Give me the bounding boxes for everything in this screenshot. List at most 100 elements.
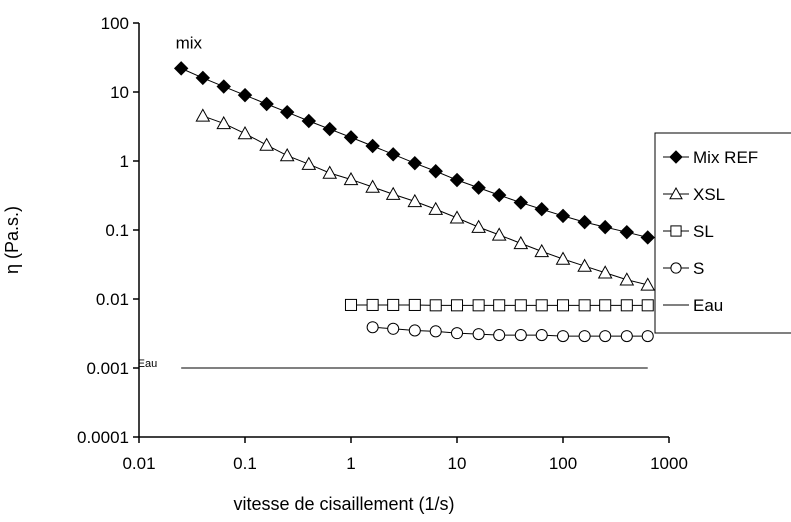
data-point-circle [599, 330, 612, 343]
x-axis-title: vitesse de cisaillement (1/s) [233, 494, 454, 514]
data-point-triangle [449, 210, 465, 224]
data-point-square [535, 299, 548, 312]
data-point-diamond [343, 130, 359, 145]
data-point-circle [670, 262, 682, 274]
data-point-triangle [195, 108, 211, 122]
legend-label: SL [693, 222, 714, 241]
data-point-diamond [322, 121, 337, 137]
data-point-diamond [216, 79, 231, 94]
data-point-square [620, 299, 633, 312]
x-tick-label: 10 [448, 454, 467, 473]
y-tick-label: 0.1 [105, 221, 129, 240]
data-point-triangle [555, 251, 571, 265]
data-point-square [408, 298, 421, 311]
x-tick-label: 0.1 [233, 454, 257, 473]
data-point-triangle [407, 193, 423, 208]
data-point-diamond [640, 230, 655, 245]
data-point-triangle [365, 179, 380, 193]
series-line [202, 115, 648, 286]
data-point-triangle [343, 171, 359, 186]
data-point-circle [620, 330, 633, 343]
data-point-triangle [216, 115, 232, 130]
y-axis-title: η (Pa.s.) [2, 206, 22, 274]
data-point-diamond [173, 61, 189, 76]
legend-item: Eau [663, 296, 723, 315]
data-point-diamond [577, 214, 592, 230]
data-point-diamond [195, 70, 211, 86]
y-tick-label: 0.001 [86, 359, 129, 378]
data-point-square [670, 225, 682, 237]
data-point-square [578, 299, 591, 312]
data-point-triangle [385, 186, 401, 200]
legend-label: XSL [693, 185, 725, 204]
data-point-square [514, 299, 527, 312]
y-tick-label: 1 [120, 152, 129, 171]
series-s [366, 321, 654, 343]
data-point-diamond [237, 87, 253, 103]
y-tick-label: 10 [110, 83, 129, 102]
x-tick-label: 100 [549, 454, 577, 473]
data-point-circle [472, 328, 485, 341]
data-point-diamond [365, 138, 380, 154]
legend-item: Mix REF [663, 148, 758, 167]
data-point-diamond [471, 180, 486, 195]
data-point-circle [408, 324, 421, 337]
data-point-triangle [471, 219, 486, 233]
data-point-square [641, 299, 654, 312]
data-point-diamond [513, 195, 529, 210]
data-point-triangle [597, 265, 613, 279]
data-point-triangle [513, 235, 529, 250]
data-point-diamond [619, 224, 635, 240]
data-point-triangle [237, 126, 253, 140]
data-point-triangle [669, 186, 683, 200]
data-point-triangle [301, 156, 317, 170]
x-tick-label: 0.01 [122, 454, 155, 473]
data-point-square [387, 298, 400, 311]
data-point-diamond [669, 150, 683, 164]
data-point-diamond [385, 147, 401, 162]
legend-label: Eau [693, 296, 723, 315]
data-point-diamond [259, 96, 274, 112]
axes: 0.0001 0.001 0.01 0.1 1 10 100 0.01 0.1 1 10 100 100… [77, 14, 688, 473]
data-point-circle [514, 329, 527, 342]
data-point-diamond [301, 113, 317, 129]
y-tick-label: 0.0001 [77, 428, 129, 447]
legend-item: S [663, 259, 704, 278]
data-point-diamond [555, 208, 571, 224]
series-line [180, 67, 648, 238]
data-point-circle [641, 330, 654, 343]
data-point-triangle [640, 277, 656, 291]
data-point-square [556, 299, 570, 312]
data-point-circle [556, 330, 570, 343]
data-point-triangle [577, 258, 592, 272]
data-point-diamond [449, 172, 465, 188]
legend-item: XSL [663, 185, 725, 204]
data-point-diamond [534, 202, 549, 217]
series-xsl [195, 108, 656, 291]
data-point-circle [387, 322, 400, 335]
data-point-triangle [259, 137, 274, 151]
legend-item: SL [663, 222, 714, 241]
data-point-triangle [534, 243, 550, 258]
x-tick-label: 1000 [650, 454, 688, 473]
data-point-diamond [279, 104, 295, 120]
data-point-square [472, 299, 485, 312]
data-point-diamond [491, 187, 507, 203]
legend-label: S [693, 259, 704, 278]
data-point-triangle [619, 272, 635, 286]
data-point-triangle [279, 148, 295, 162]
legend-items: Mix REF XSL SL S Eau [663, 148, 758, 315]
data-point-diamond [597, 219, 613, 235]
data-point-triangle [491, 227, 507, 241]
data-point-circle [535, 329, 548, 342]
data-point-square [493, 299, 506, 312]
x-tick-label: 1 [346, 454, 355, 473]
series-sl [344, 298, 654, 312]
data-point-circle [450, 327, 464, 340]
data-point-circle [578, 330, 591, 343]
data-point-circle [493, 329, 506, 342]
series-mix-ref [173, 61, 655, 245]
data-point-circle [366, 321, 379, 334]
legend: Mix REF XSL SL S Eau [654, 132, 791, 334]
